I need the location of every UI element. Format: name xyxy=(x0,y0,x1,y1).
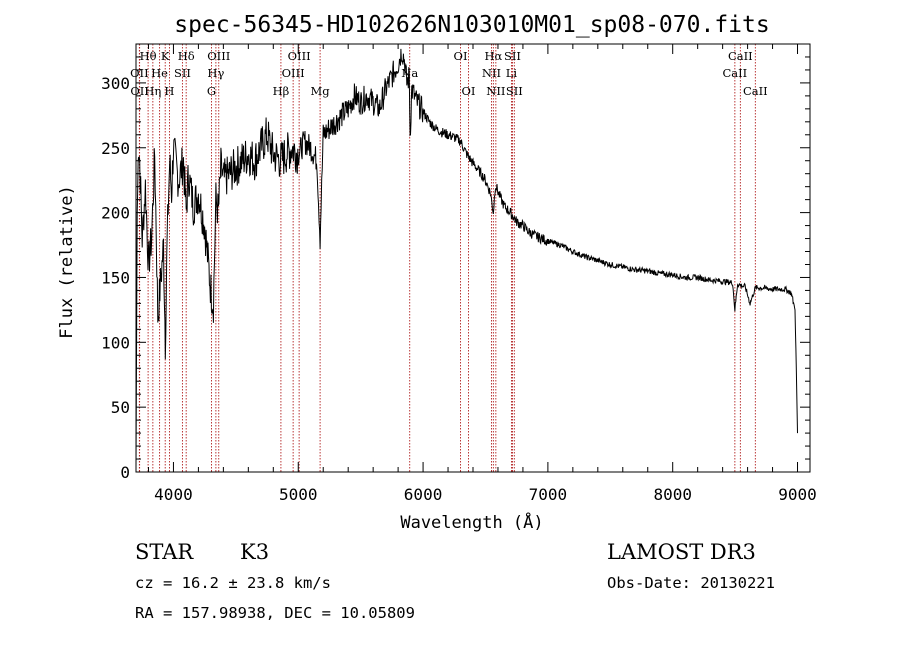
redshift-value: cz = 16.2 ± 23.8 km/s xyxy=(135,574,331,592)
spectral-line-label: OI xyxy=(462,84,476,98)
spectral-line-label: H xyxy=(164,84,174,98)
spectral-line-label: OI xyxy=(454,49,468,63)
spectral-line-label: SII xyxy=(504,49,521,63)
spectral-line-label: CaII xyxy=(743,84,768,98)
x-tick-label: 7000 xyxy=(529,485,568,504)
spectral-line-label: Hα xyxy=(484,49,502,63)
spectral-line-label: CaII xyxy=(722,66,747,80)
spectral-line-label: Hθ xyxy=(140,49,157,63)
x-tick-label: 8000 xyxy=(653,485,692,504)
spectral-line-label: SII xyxy=(174,66,191,80)
object-subclass: K3 xyxy=(240,540,270,564)
spectral-line-label: Hβ xyxy=(273,84,290,98)
observation-date: Obs-Date: 20130221 xyxy=(607,574,775,592)
spectral-line-label: OIII xyxy=(288,49,311,63)
spectral-line-label: Mg xyxy=(311,84,331,98)
chart-title: spec-56345-HD102626N103010M01_sp08-070.f… xyxy=(174,12,769,38)
x-axis-label: Wavelength (Å) xyxy=(400,511,543,533)
object-class: STAR xyxy=(135,540,194,564)
x-tick-label: 4000 xyxy=(154,485,193,504)
spectral-line-label: NII xyxy=(486,84,505,98)
x-tick-label: 5000 xyxy=(279,485,318,504)
y-tick-label: 300 xyxy=(101,74,130,93)
plot-frame xyxy=(135,43,811,473)
spectral-line-label: Hγ xyxy=(207,66,224,80)
y-tick-label: 250 xyxy=(101,139,130,158)
survey-name: LAMOST DR3 xyxy=(607,540,756,564)
x-axis-ticks: 4000 5000 6000 7000 8000 9000 xyxy=(147,44,817,504)
spectral-line-label: NII xyxy=(482,66,501,80)
y-axis-label: Flux (relative) xyxy=(57,185,77,339)
y-tick-label: 150 xyxy=(101,268,130,287)
spectral-line-label: He xyxy=(151,66,168,80)
spectral-line-label: CaII xyxy=(728,49,753,63)
y-tick-label: 100 xyxy=(101,333,130,352)
spectral-line-label: G xyxy=(207,84,216,98)
spectral-line-label: OIII xyxy=(207,49,230,63)
spectral-line-label: Li xyxy=(506,66,518,80)
sky-coordinates: RA = 157.98938, DEC = 10.05809 xyxy=(135,604,415,622)
spectral-line-label: Hδ xyxy=(178,49,195,63)
spectral-line-markers xyxy=(138,44,756,472)
y-tick-label: 0 xyxy=(120,463,130,482)
flux-series-line xyxy=(135,48,798,466)
spectral-line-label: OII xyxy=(130,84,149,98)
spectral-line-label: OII xyxy=(130,66,149,80)
y-tick-label: 200 xyxy=(101,204,130,223)
y-tick-label: 50 xyxy=(111,398,130,417)
x-tick-label: 6000 xyxy=(404,485,443,504)
x-tick-label: 9000 xyxy=(778,485,817,504)
y-axis-ticks: 0 50 100 150 200 250 300 xyxy=(101,43,810,482)
spectral-line-label: OIII xyxy=(282,66,305,80)
spectral-line-label: Hη xyxy=(144,84,161,98)
spectral-line-label: K xyxy=(161,49,170,63)
spectral-line-label: SII xyxy=(506,84,523,98)
